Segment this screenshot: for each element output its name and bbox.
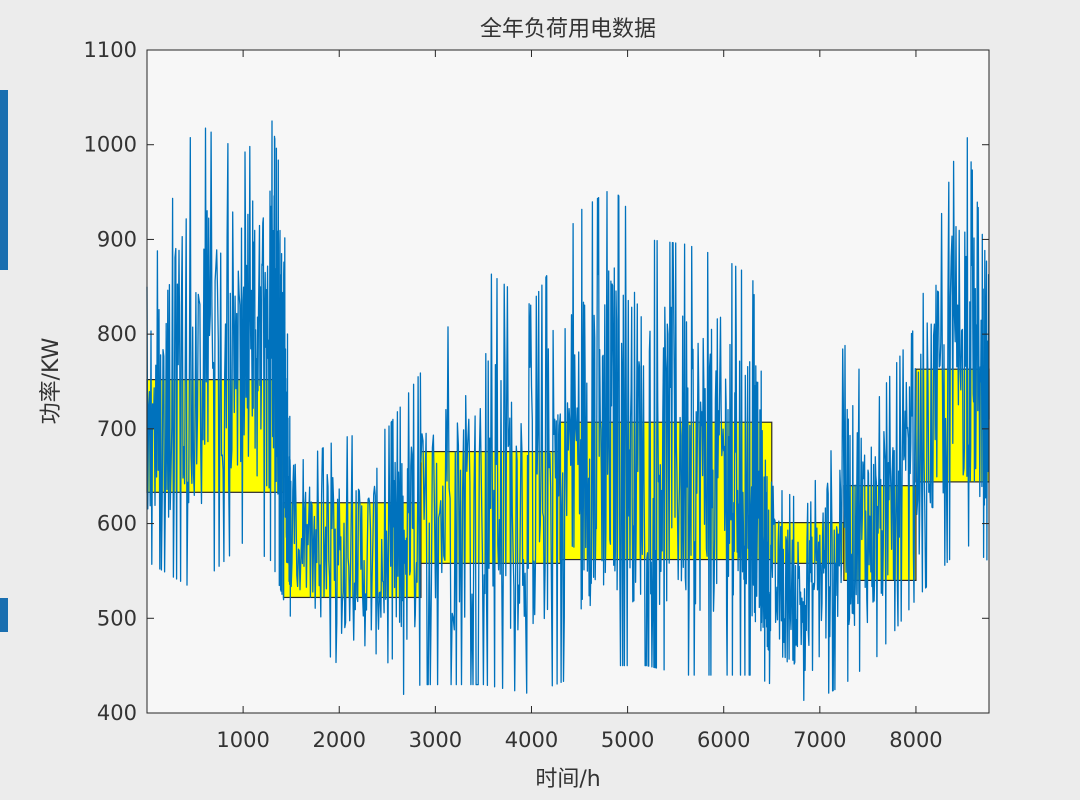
chart-title: 全年负荷用电数据 — [480, 17, 656, 42]
y-tick-label: 500 — [97, 606, 137, 630]
y-axis-ticks: 400 500 600 700 800 900 1000 1100 — [84, 38, 989, 725]
x-tick-label: 6000 — [697, 728, 750, 752]
x-tick-label: 1000 — [216, 728, 269, 752]
y-tick-label: 900 — [97, 227, 137, 251]
x-tick-label: 5000 — [601, 728, 654, 752]
x-tick-label: 2000 — [313, 728, 366, 752]
x-axis-label: 时间/h — [535, 767, 600, 792]
x-tick-label: 3000 — [409, 728, 462, 752]
window-edge-strip-lower — [0, 598, 8, 632]
y-tick-label: 400 — [97, 701, 137, 725]
x-axis-ticks: 1000 2000 3000 4000 5000 6000 7000 8000 — [216, 50, 943, 752]
axes-frame — [146, 49, 990, 714]
load-line-group — [146, 120, 990, 702]
y-tick-label: 700 — [97, 417, 137, 441]
x-tick-label: 7000 — [793, 728, 846, 752]
load-series-line — [146, 120, 990, 702]
y-axis-label: 功率/KW — [39, 337, 64, 424]
y-tick-label: 600 — [97, 512, 137, 536]
y-tick-label: 800 — [97, 322, 137, 346]
y-tick-label: 1100 — [84, 38, 137, 62]
x-tick-label: 8000 — [889, 728, 942, 752]
y-tick-label: 1000 — [84, 133, 137, 157]
x-tick-label: 4000 — [505, 728, 558, 752]
window-edge-strip-upper — [0, 90, 8, 270]
